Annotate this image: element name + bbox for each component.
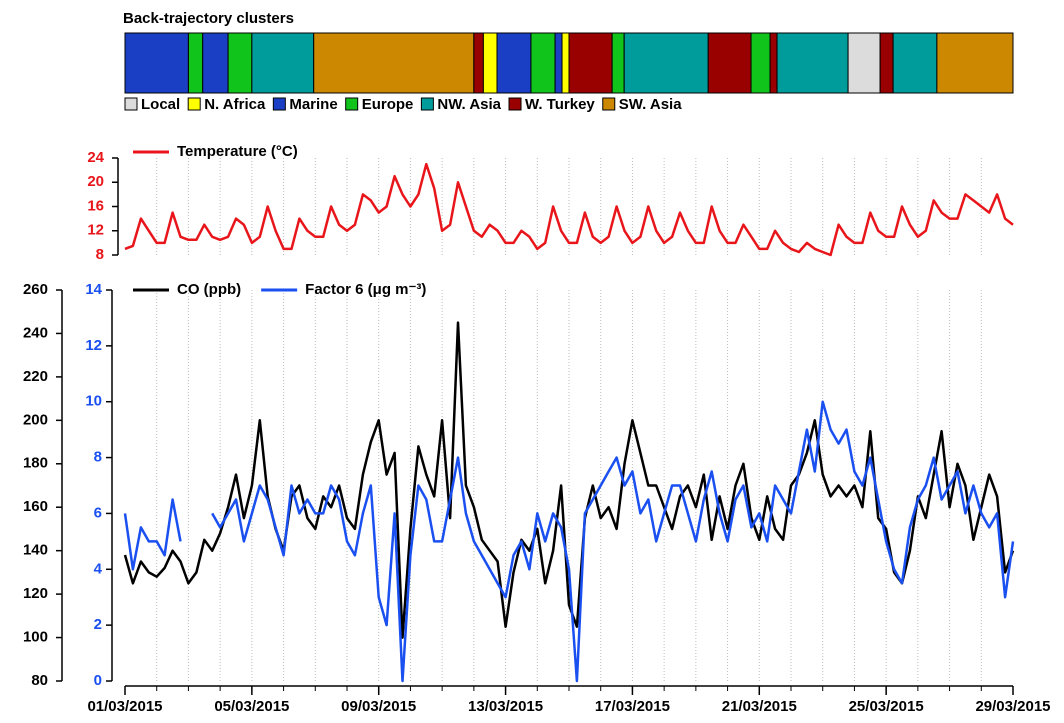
cluster-segment [496,32,532,94]
y2-tick-label: 12 [85,337,102,354]
legend-swatch [187,97,201,111]
cluster-segment [251,32,315,94]
legend-label: Factor 6 (μg m⁻³) [305,281,426,298]
legend-label: SW. Asia [619,96,682,113]
cluster-segment [750,32,771,94]
legend-label: NW. Asia [437,96,501,113]
y2-tick-label: 6 [94,504,102,521]
y-tick-label: 16 [87,197,104,214]
cluster-segment [936,32,1014,94]
y-tick-label: 8 [96,246,104,263]
y-tick-label: 240 [23,324,48,341]
legend-swatch [124,97,138,111]
y-tick-label: 180 [23,455,48,472]
legend-swatch [272,97,286,111]
series-line [123,321,1015,639]
y-tick-label: 200 [23,411,48,428]
x-tick-label: 13/03/2015 [468,698,543,715]
chart-title: Back-trajectory clusters [123,10,294,27]
cluster-segment [202,32,229,94]
x-tick-label: 21/03/2015 [722,698,797,715]
cluster-segment [769,32,778,94]
cluster-segment [776,32,849,94]
legend-label: CO (ppb) [177,281,241,298]
x-tick-label: 29/03/2015 [975,698,1050,715]
x-tick-label: 09/03/2015 [341,698,416,715]
y-tick-label: 12 [87,222,104,239]
cluster-segment [227,32,253,94]
y2-tick-label: 14 [85,281,102,298]
cluster-segment [561,32,570,94]
cluster-segment [623,32,709,94]
legend-label: Europe [362,96,414,113]
legend-swatch [508,97,522,111]
y2-tick-label: 8 [94,449,102,466]
y-tick-label: 24 [87,149,104,166]
cluster-segment [611,32,625,94]
cluster-segment [473,32,484,94]
cluster-segment [847,32,881,94]
cluster-segment [124,32,189,94]
cluster-segment [482,32,498,94]
legend-label: N. Africa [204,96,266,113]
series-line [124,162,1014,257]
x-tick-label: 17/03/2015 [595,698,670,715]
y-tick-label: 120 [23,585,48,602]
cluster-segment [707,32,752,94]
series-line [123,400,1015,683]
y2-tick-label: 2 [94,616,102,633]
legend-label: Temperature (°C) [177,143,298,160]
y2-tick-label: 0 [94,672,102,689]
y-tick-label: 20 [87,173,104,190]
legend-label: Local [141,96,180,113]
legend-label: W. Turkey [525,96,595,113]
y2-tick-label: 10 [85,393,102,410]
x-tick-label: 25/03/2015 [849,698,924,715]
y2-tick-label: 4 [94,560,103,577]
y-tick-label: 80 [31,672,48,689]
y-tick-label: 220 [23,368,48,385]
x-tick-label: 01/03/2015 [87,698,162,715]
cluster-segment [879,32,894,94]
y-tick-label: 100 [23,629,48,646]
cluster-segment [313,32,475,94]
legend-label: Marine [289,96,337,113]
legend-swatch [345,97,359,111]
cluster-segment [187,32,204,94]
x-tick-label: 05/03/2015 [214,698,289,715]
legend-swatch [420,97,434,111]
cluster-segment [568,32,613,94]
y-tick-label: 160 [23,498,48,515]
cluster-segment [530,32,556,94]
cluster-segment [892,32,938,94]
cluster-segment [554,32,563,94]
y-tick-label: 260 [23,281,48,298]
legend-swatch [602,97,616,111]
y-tick-label: 140 [23,542,48,559]
